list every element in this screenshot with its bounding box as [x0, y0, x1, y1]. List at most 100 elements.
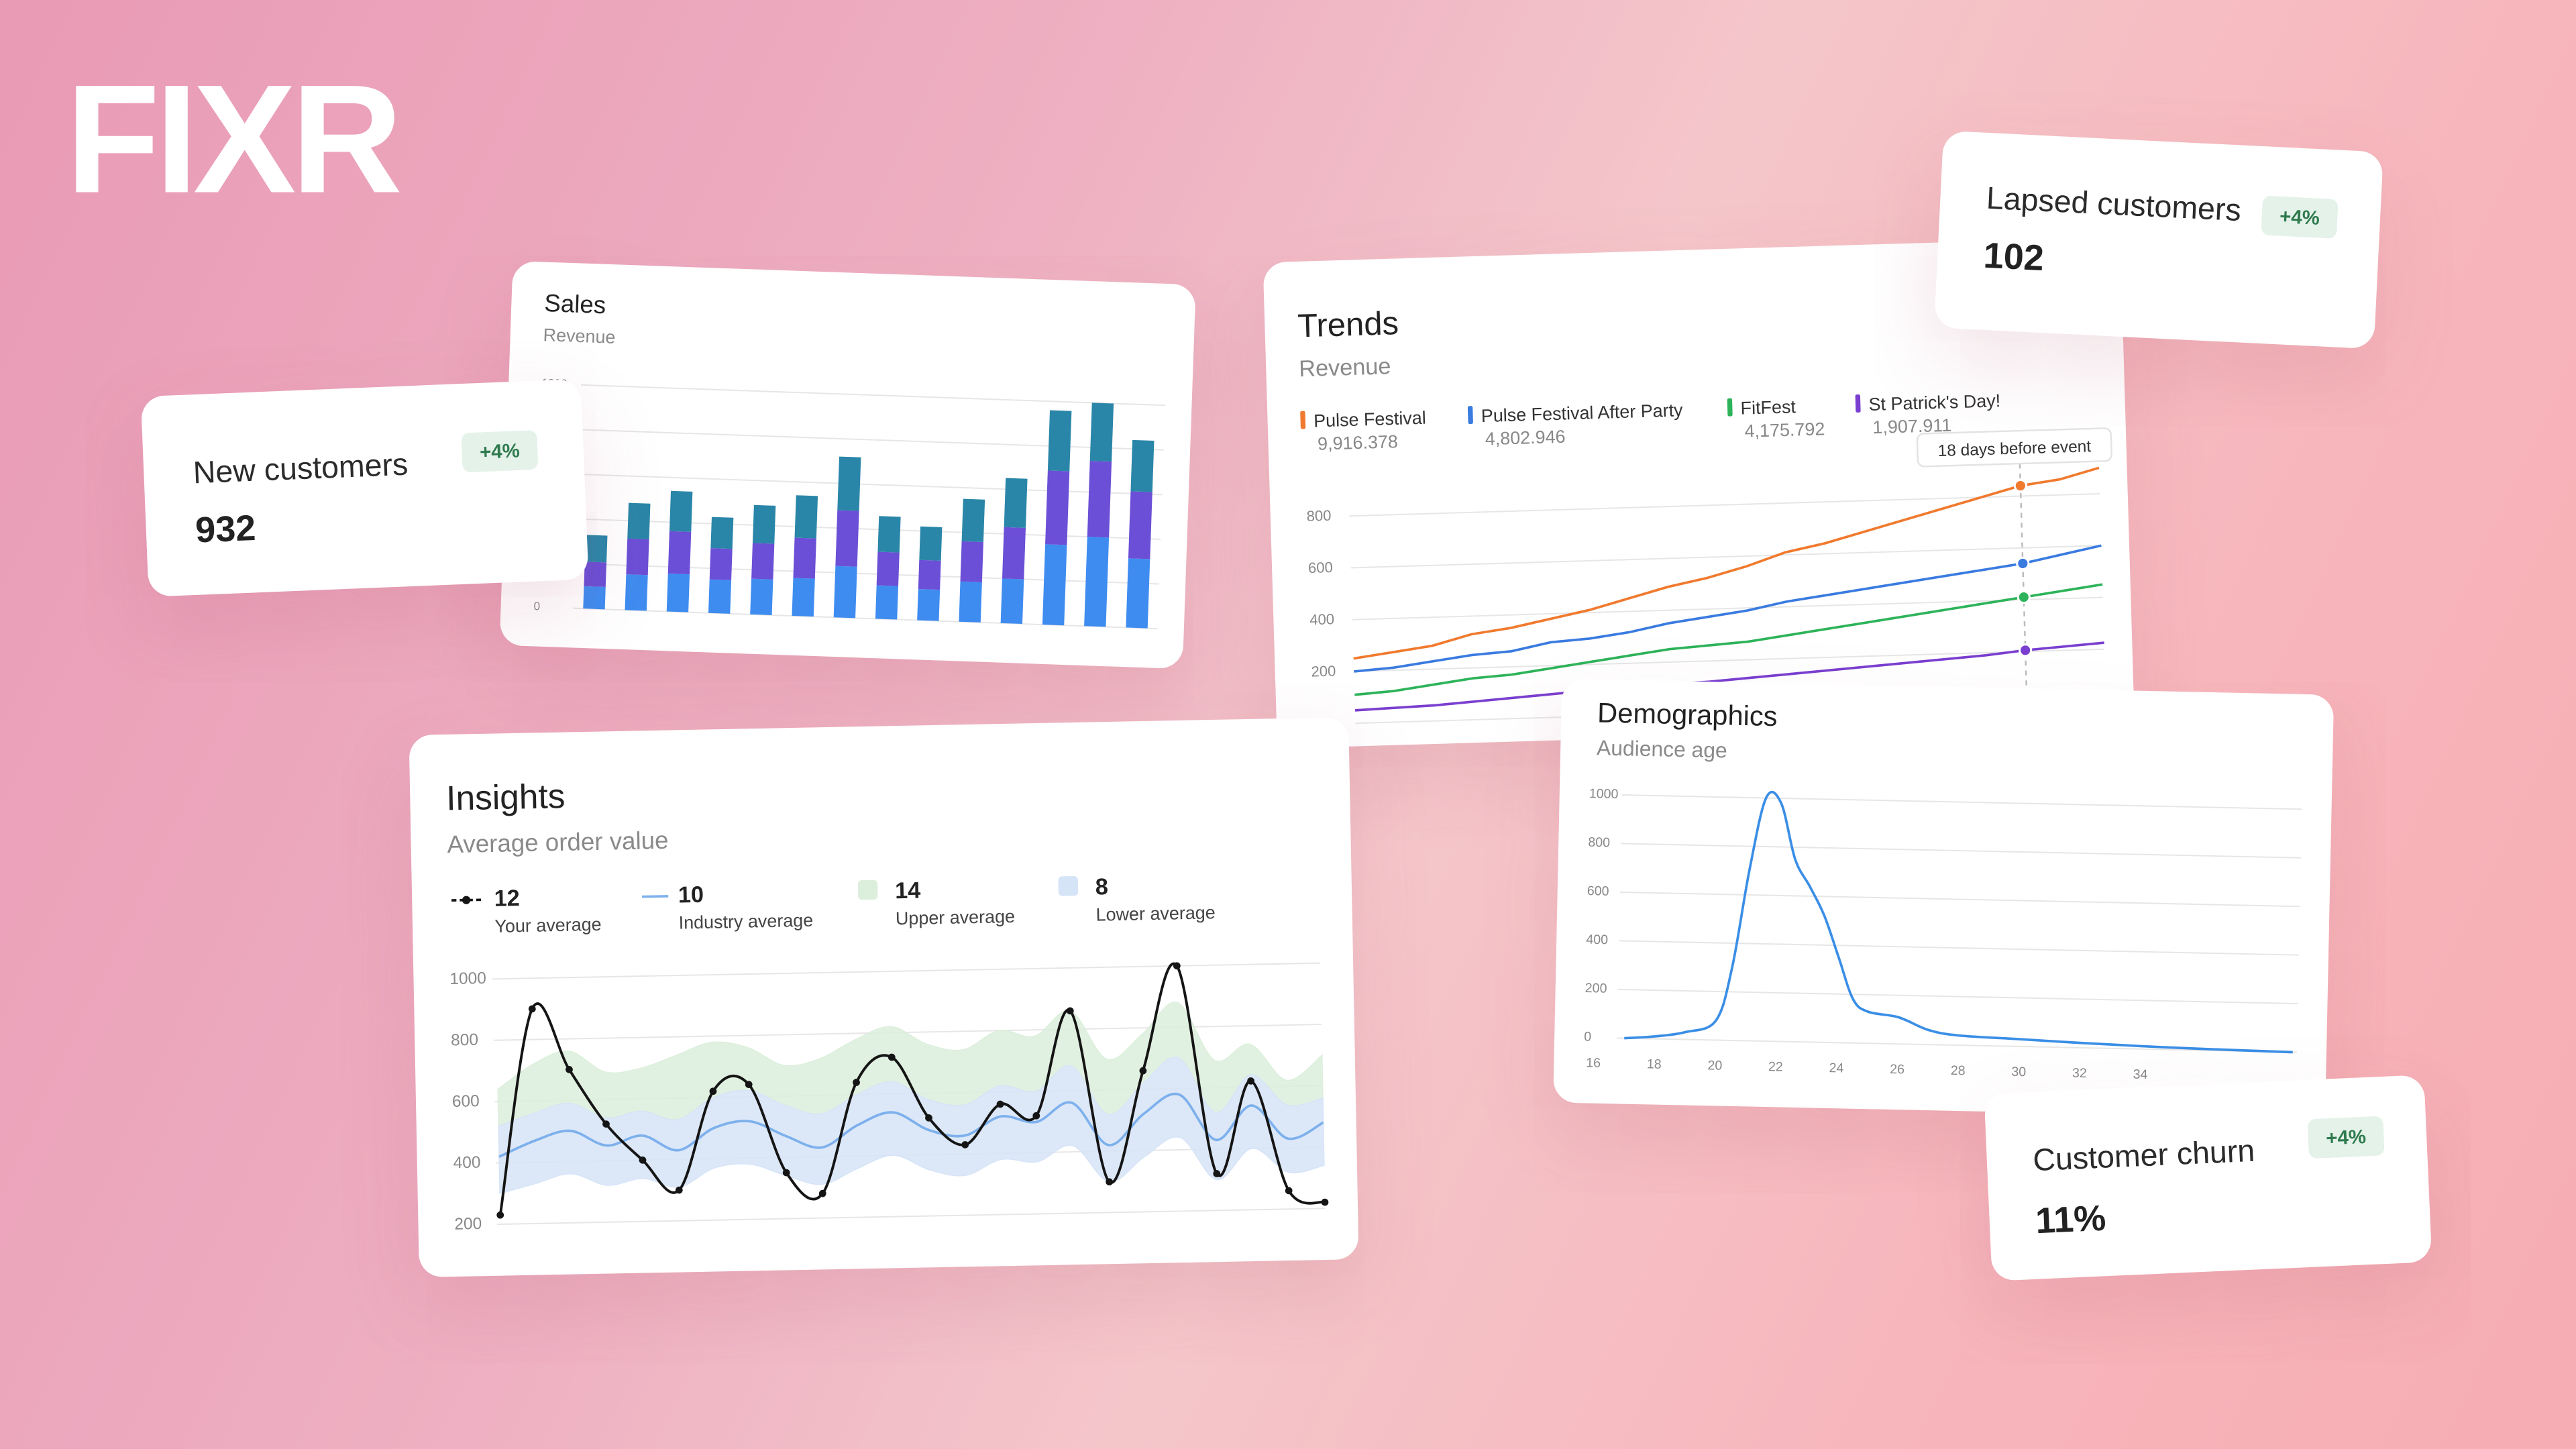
- legend-label: Industry average: [678, 910, 813, 933]
- bar-segment: [793, 537, 816, 579]
- x-tick-label: 26: [1890, 1062, 1904, 1077]
- bar-segment: [794, 495, 818, 539]
- grid-line: [1619, 891, 2300, 908]
- point-marker: [1247, 1077, 1254, 1085]
- x-tick-label: 18: [1647, 1057, 1662, 1071]
- y-tick-label: 400: [453, 1154, 480, 1173]
- bar-segment: [708, 579, 732, 614]
- grid-line: [1621, 794, 2302, 810]
- bar-segment: [1089, 402, 1114, 462]
- demographics-chart: Demographics Audience age 0 200 400 600 800 1…: [1584, 696, 2302, 1082]
- legend-icon: [1058, 875, 1079, 896]
- legend-item: Pulse Festival After Party 4,802.946: [1467, 400, 1683, 449]
- kpi-label: Customer churn: [2032, 1133, 2255, 1177]
- bar-segment: [875, 585, 899, 620]
- bar-segment: [667, 531, 692, 575]
- grid-line: [1352, 596, 2103, 621]
- point-marker: [602, 1120, 610, 1128]
- bar-segment: [959, 581, 982, 623]
- legend-item: 8 Lower average: [1058, 874, 1216, 925]
- plot: 0 200 400 600 800 1000 16 18 20 22 24 26 28 30 32 34: [1584, 786, 2302, 1082]
- bar-segment: [710, 517, 734, 549]
- chart-title: Trends: [1297, 305, 1399, 344]
- logo: FIXR: [65, 52, 402, 225]
- legend-label: St Patrick's Day!: [1868, 390, 2000, 415]
- y-tick-label: 600: [1587, 883, 1609, 899]
- bar-segment: [709, 548, 733, 580]
- point-marker: [1173, 962, 1181, 970]
- kpi-card: Customer churn 11% +4%: [1984, 1075, 2432, 1281]
- bar-segment: [625, 574, 648, 611]
- point-marker: [745, 1081, 753, 1089]
- insights-chart: Insights Average order value 12 Your ave…: [446, 776, 1329, 1234]
- legend-swatch: [1058, 875, 1079, 896]
- legend-swatch: [1727, 398, 1733, 417]
- legend-label: Your average: [494, 914, 602, 936]
- y-tick-label: 0: [533, 599, 540, 612]
- x-tick-label: 32: [2072, 1066, 2087, 1081]
- kpi-label: New customers: [193, 447, 409, 490]
- kpi-card: New customers 932 +4%: [140, 378, 589, 597]
- grid-line: [1621, 843, 2301, 859]
- point-marker: [566, 1065, 573, 1073]
- point-marker: [961, 1141, 969, 1148]
- point-marker: [853, 1079, 860, 1086]
- bar-segment: [833, 566, 857, 619]
- point-marker: [1066, 1007, 1074, 1015]
- point-marker: [1139, 1067, 1147, 1075]
- annotation-marker: [2013, 479, 2027, 493]
- kpi-card: Lapsed customers 102 +4%: [1934, 130, 2383, 350]
- grid-line: [1617, 1037, 2297, 1053]
- series-line: [1354, 544, 2102, 673]
- insights-card: Insights Average order value 12 Your ave…: [409, 717, 1359, 1277]
- point-marker: [1213, 1170, 1221, 1177]
- badge: [461, 430, 538, 472]
- bar-segment: [1002, 527, 1026, 580]
- kpi: Lapsed customers 102 +4%: [1982, 180, 2339, 278]
- bar-segment: [1084, 537, 1110, 627]
- x-tick-label: 22: [1768, 1059, 1783, 1074]
- legend-item: 14 Upper average: [857, 878, 1015, 928]
- bar-segment: [792, 578, 815, 617]
- point-marker: [1285, 1187, 1293, 1195]
- point-marker: [996, 1100, 1004, 1108]
- y-tick-label: 200: [1311, 663, 1336, 680]
- point-marker: [888, 1053, 896, 1061]
- bar-segment: [876, 551, 900, 586]
- grid-line: [492, 962, 1321, 980]
- bar-segment: [1126, 558, 1150, 629]
- badge: [2308, 1116, 2385, 1159]
- grid-line: [497, 1208, 1326, 1225]
- legend-line: [642, 895, 669, 898]
- y-tick-label: 0: [1584, 1030, 1591, 1044]
- bar-segment: [917, 588, 941, 621]
- bar-segment: [835, 510, 859, 567]
- bar-segment: [752, 504, 776, 544]
- chart-subtitle: Average order value: [447, 826, 669, 858]
- chart-subtitle: Revenue: [543, 325, 616, 347]
- trends-chart: Trends Revenue Pulse Festival 9,916.378 …: [1297, 305, 2112, 732]
- bar-segment: [919, 526, 943, 561]
- bar-segment: [669, 490, 693, 532]
- bar-segment: [750, 578, 773, 616]
- grid-line: [1617, 988, 2298, 1005]
- kpi-value: 11%: [2035, 1198, 2106, 1242]
- series-line: [498, 1092, 1324, 1159]
- series-line: [1353, 466, 2100, 660]
- x-tick-label: 34: [2133, 1067, 2147, 1082]
- x-tick-label: 28: [1951, 1063, 1966, 1078]
- x-tick-label: 20: [1707, 1058, 1722, 1073]
- point-marker: [925, 1114, 932, 1122]
- bar-segment: [1128, 491, 1152, 559]
- y-tick-label: 800: [1306, 507, 1331, 525]
- legend-label: Pulse Festival: [1313, 408, 1426, 431]
- grid-line: [573, 607, 1158, 630]
- kpi-value: 102: [1982, 235, 2045, 278]
- point-marker: [1106, 1178, 1114, 1186]
- x-tick-label: 24: [1829, 1061, 1843, 1075]
- point-marker: [1032, 1112, 1040, 1120]
